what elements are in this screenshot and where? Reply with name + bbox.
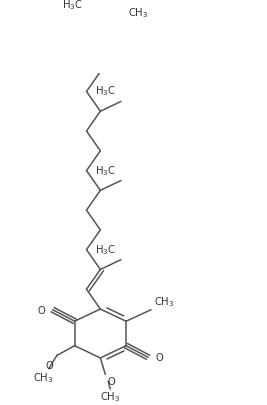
- Text: H$_3$C: H$_3$C: [95, 242, 116, 256]
- Text: O: O: [156, 352, 163, 362]
- Text: H$_3$C: H$_3$C: [95, 85, 116, 98]
- Text: CH$_3$: CH$_3$: [128, 6, 149, 20]
- Text: O: O: [107, 376, 115, 386]
- Text: O: O: [45, 360, 53, 370]
- Text: CH$_3$: CH$_3$: [154, 295, 174, 309]
- Text: H$_3$C: H$_3$C: [62, 0, 83, 12]
- Text: O: O: [37, 305, 45, 315]
- Text: H$_3$C: H$_3$C: [95, 163, 116, 177]
- Text: CH$_3$: CH$_3$: [100, 389, 120, 403]
- Text: CH$_3$: CH$_3$: [33, 370, 53, 384]
